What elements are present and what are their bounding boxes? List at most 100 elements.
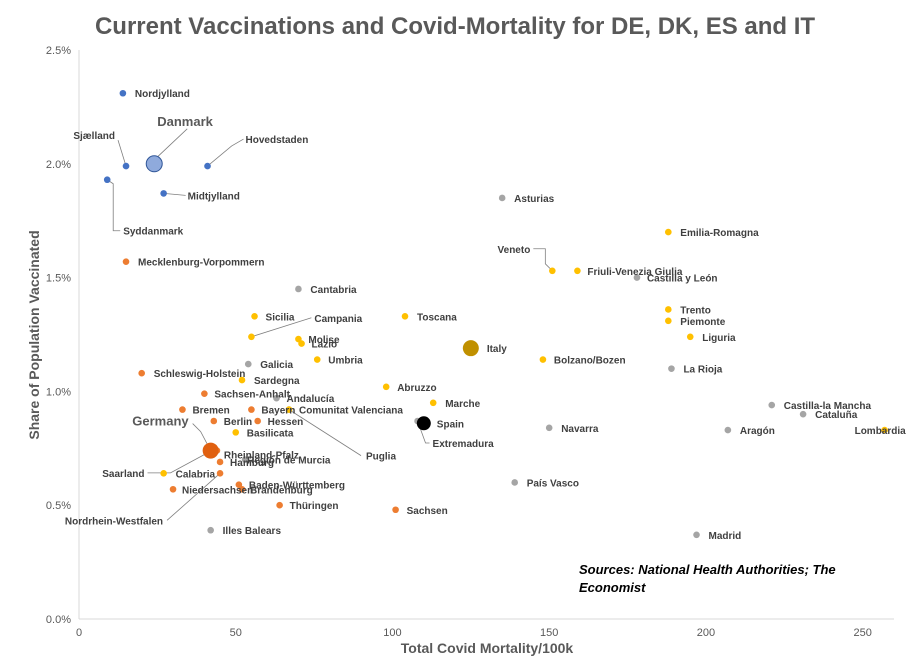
point-label-mecklenburg-vorpommern: Mecklenburg-Vorpommern (138, 258, 265, 269)
point-label-baden-wurttemberg: Baden-Württemberg (249, 481, 345, 492)
point-label-italy: Italy (487, 344, 507, 355)
point-label-trento: Trento (680, 305, 711, 316)
data-point-veneto (549, 267, 556, 275)
point-label-sachsen-anhalt: Sachsen-Anhalt (214, 390, 290, 401)
point-label-campania: Campania (314, 314, 362, 325)
data-point-sicilia (251, 312, 258, 320)
data-point-berlin (210, 417, 218, 425)
data-point-bayern (248, 406, 255, 413)
point-label-hovedstaden: Hovedstaden (246, 135, 309, 146)
data-point-spain (416, 416, 431, 431)
data-point-puglia (285, 406, 293, 413)
point-label-lombardia: Lombardia (855, 426, 907, 437)
x-tick-label: 150 (540, 627, 558, 639)
data-point-syddanmark (103, 176, 111, 184)
data-point-liguria (686, 333, 694, 341)
data-point-sachsen (392, 506, 399, 514)
data-point-niedersachsen (169, 485, 177, 493)
data-point-sachsen-anhalt (201, 390, 208, 397)
x-tick-label: 100 (383, 627, 401, 639)
data-point-schleswig-holstein (138, 369, 145, 377)
point-label-lazio: Lazio (312, 340, 338, 351)
point-label-cantabria: Cantabria (310, 285, 357, 296)
data-point-bremen (179, 406, 186, 413)
data-point-illes-balears (207, 526, 214, 534)
point-label-basilicata: Basilicata (247, 428, 294, 439)
data-point-castilla-la-mancha (768, 401, 776, 409)
point-label-brandenburg: Brandenburg (250, 485, 313, 496)
source-note-line-1: Sources: National Health Authorities; Th… (579, 562, 836, 577)
data-point-la-rioja (668, 365, 675, 372)
leader-line-veneto (533, 248, 553, 272)
y-tick-label: 2.5% (46, 45, 71, 57)
point-label-berlin: Berlin (224, 417, 252, 428)
point-label-aragon: Aragón (740, 426, 775, 437)
point-label-piemonte: Piemonte (680, 317, 725, 328)
point-label-germany: Germany (132, 414, 189, 429)
x-tick-label: 0 (76, 627, 82, 639)
data-point-abruzzo (382, 383, 390, 391)
point-label-la-rioja: La Rioja (683, 365, 722, 376)
data-point-andalucia (273, 394, 280, 402)
data-point-trento (665, 306, 672, 313)
x-axis-title: Total Covid Mortality/100k (401, 640, 574, 656)
leader-line-midtjylland (163, 192, 186, 196)
y-axis-title: Share of Population Vaccinated (26, 230, 42, 439)
point-label-midtjylland: Midtjylland (188, 191, 240, 202)
point-label-schleswig-holstein: Schleswig-Holstein (154, 369, 246, 380)
point-label-toscana: Toscana (417, 312, 457, 323)
point-label-sicilia: Sicilia (266, 312, 295, 323)
y-tick-label: 0.5% (46, 500, 71, 512)
point-label-molise: Molise (308, 335, 340, 346)
leader-line-puglia (288, 409, 362, 456)
y-tick-label: 1.0% (46, 386, 71, 398)
point-label-calabria: Calabria (176, 469, 216, 480)
data-point-lombardia (881, 426, 888, 434)
x-tick-labels: 0 50 100 150 200 250 (76, 627, 872, 639)
data-point-basilicata (232, 429, 240, 436)
point-label-andalucia: Andalucía (286, 394, 334, 405)
data-point-friuli-venezia-giulia (574, 267, 581, 275)
data-point-navarra (545, 424, 553, 432)
data-point-danmark (145, 155, 163, 173)
point-label-navarra: Navarra (561, 424, 599, 435)
data-point-hovedstaden (204, 162, 211, 170)
data-point-mecklenburg-vorpommern (122, 258, 130, 265)
point-label-sachsen: Sachsen (407, 506, 448, 517)
point-label-puglia: Puglia (366, 452, 396, 463)
point-label-hessen: Hessen (268, 417, 304, 428)
point-label-umbria: Umbria (328, 356, 363, 367)
x-tick-label: 50 (230, 627, 242, 639)
x-tick-label: 250 (853, 627, 871, 639)
point-labels: Nordjylland Hovedstaden Sjælland Midtjyllan… (65, 89, 906, 542)
data-point-hamburg (216, 458, 224, 466)
point-label-illes-balears: Illes Balears (223, 526, 282, 537)
point-label-madrid: Madrid (709, 531, 742, 542)
point-label-asturias: Asturias (514, 194, 554, 205)
data-point-lazio (298, 340, 305, 347)
data-point-sj-lland (122, 162, 130, 170)
data-point-emilia-romagna (665, 228, 672, 236)
source-note-line-2: Economist (579, 580, 646, 595)
point-label-bolzano-bozen: Bolzano/Bozen (554, 356, 626, 367)
point-label-castilla-y-leon: Castilla y León (647, 274, 718, 285)
point-label-syddanmark: Syddanmark (123, 227, 183, 238)
data-point-germany (202, 442, 219, 459)
axes (78, 50, 894, 620)
point-label-galicia: Galicia (260, 360, 293, 371)
data-point-region-de-murcia (241, 456, 249, 463)
point-label-spain: Spain (437, 419, 464, 430)
leader-line-saarland (147, 452, 208, 474)
data-point-asturias (498, 194, 506, 202)
point-label-thuringen: Thüringen (290, 501, 339, 512)
y-tick-label: 0.0% (46, 614, 71, 626)
point-label-veneto: Veneto (498, 245, 531, 256)
data-point-sardegna (238, 376, 246, 384)
point-label-extremadura: Extremadura (433, 439, 495, 450)
data-point-pais-vasco (511, 479, 519, 486)
point-label-sj-lland: Sjælland (73, 131, 115, 142)
point-label-friuli-venezia-giulia: Friuli-Venezia Giulia (587, 267, 682, 278)
point-label-region-de-murcia: Región de Murcia (247, 456, 331, 467)
